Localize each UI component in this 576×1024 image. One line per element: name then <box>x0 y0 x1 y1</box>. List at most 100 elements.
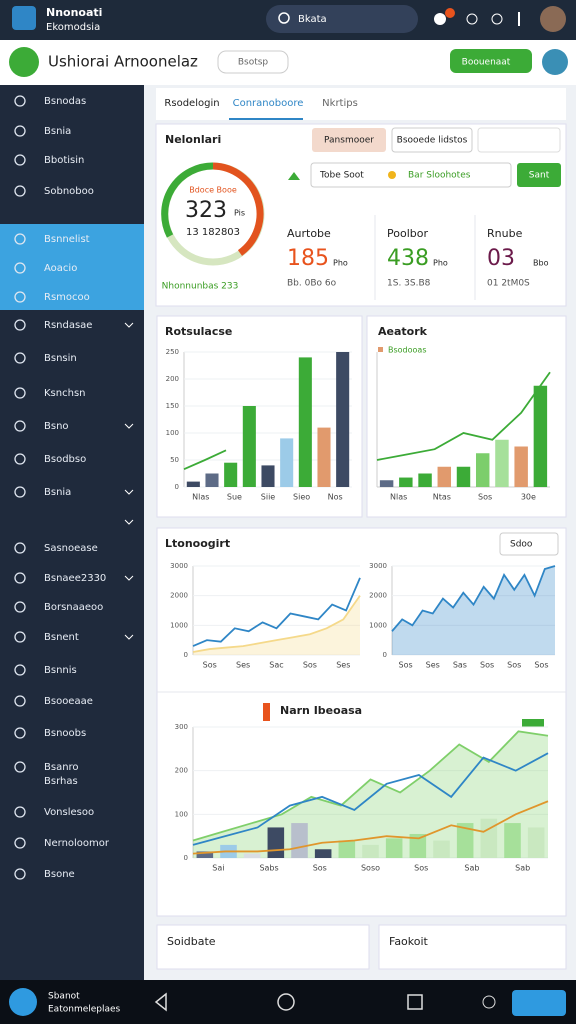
stat-value: 03 <box>487 246 515 271</box>
chevron <box>124 423 134 429</box>
bar <box>186 481 200 487</box>
chevron <box>124 634 134 640</box>
notification-icon[interactable] <box>434 13 446 25</box>
y-tick-label: 150 <box>166 402 179 410</box>
bar <box>267 827 285 858</box>
primary-button[interactable] <box>450 49 532 73</box>
line <box>391 565 556 632</box>
x-tick-label: Ses <box>426 661 440 670</box>
sidebar: Bsnodas Bsnia Bbotisin Sobnoboo Bsnnelist Aoa… <box>0 85 144 980</box>
search-box[interactable] <box>266 5 418 33</box>
bar <box>242 406 256 487</box>
nav-home[interactable] <box>277 993 295 1011</box>
x-tick-label: Ntas <box>433 493 451 502</box>
sidebar-icon <box>14 806 26 818</box>
bar <box>533 385 548 487</box>
bar <box>433 840 450 858</box>
y-tick-label: 0 <box>184 854 188 862</box>
sidebar-icon <box>14 291 26 303</box>
sidebar-item: Bsrhas <box>44 776 78 787</box>
sidebar-item: Bbotisin <box>44 155 84 166</box>
nav-back[interactable] <box>154 992 167 1012</box>
header-button[interactable] <box>217 50 289 74</box>
bottom-card[interactable] <box>378 924 567 970</box>
button-text: Bsooede lidstos <box>397 136 468 146</box>
sidebar-item: Bsnoobs <box>44 728 86 739</box>
x-tick-label: Soso <box>361 864 380 873</box>
sidebar-item: Nernoloomor <box>44 838 110 849</box>
dropdown[interactable] <box>477 127 561 153</box>
stat-unit: Bbo <box>533 259 549 268</box>
sidebar-icon <box>14 664 26 676</box>
x-tick-label: Ses <box>336 661 350 670</box>
x-tick-label: Nlas <box>390 493 407 502</box>
header-button-text: Bsotsp <box>238 58 269 68</box>
icon[interactable] <box>466 13 478 25</box>
y-tick-label: 1000 <box>170 621 188 629</box>
bar <box>409 833 427 858</box>
nav-sub: Eatonmeleplaes <box>48 1005 121 1015</box>
x-tick-label: Sabs <box>259 864 278 873</box>
notification-badge <box>445 8 455 18</box>
sidebar-item: Bsodbso <box>44 454 86 465</box>
avatar[interactable] <box>542 49 568 75</box>
line <box>376 371 551 461</box>
tab[interactable]: Rsodelogin <box>164 98 219 109</box>
sidebar-item: Bsnnelist <box>44 234 90 245</box>
x-tick-label: Sab <box>464 864 479 873</box>
x-tick-label: Sos <box>414 864 428 873</box>
tab[interactable]: Nkrtips <box>322 98 358 109</box>
stat-unit: Pho <box>433 259 448 268</box>
bar <box>379 480 394 487</box>
bottom-card-title: Soidbate <box>167 935 216 948</box>
sidebar-icon <box>14 727 26 739</box>
area <box>193 595 360 655</box>
filter-text: Bar Sloohotes <box>408 171 471 181</box>
bar <box>224 462 238 487</box>
filter-select[interactable] <box>310 162 512 188</box>
y-tick-label: 200 <box>175 767 188 775</box>
nav-icon[interactable] <box>482 995 496 1009</box>
bar <box>456 466 471 487</box>
stat-value: 438 <box>387 246 429 271</box>
sidebar-item: Vonslesoo <box>44 807 94 818</box>
bottom-card[interactable] <box>156 924 370 970</box>
dropdown[interactable] <box>499 532 559 556</box>
x-tick-label: Sab <box>515 864 530 873</box>
button[interactable] <box>391 127 473 153</box>
sidebar-item: Bsnia <box>44 126 71 137</box>
filter-button[interactable] <box>517 163 561 187</box>
app-name: Nnonoati <box>46 6 102 19</box>
nav-button[interactable] <box>512 990 566 1016</box>
button[interactable] <box>312 128 386 152</box>
avatar[interactable] <box>540 6 566 32</box>
x-tick-label: Sai <box>212 864 224 873</box>
gauge-arc <box>212 162 264 256</box>
y-tick-label: 0 <box>383 651 387 659</box>
sidebar-icon <box>14 837 26 849</box>
bar <box>261 465 275 487</box>
x-tick-label: Sos <box>313 864 327 873</box>
chevron <box>124 519 134 525</box>
chart-title: Ltonoogirt <box>165 537 230 550</box>
chart-title: Rotsulacse <box>165 325 232 338</box>
bar <box>475 453 490 487</box>
nav-recent[interactable] <box>407 994 423 1010</box>
sidebar-item: Bsno <box>44 421 69 432</box>
y-tick-label: 300 <box>175 723 188 731</box>
area <box>392 566 555 655</box>
bar <box>418 473 432 487</box>
sidebar-item: Rsndasae <box>44 320 92 331</box>
y-tick-label: 100 <box>175 810 188 818</box>
icon[interactable] <box>491 13 503 25</box>
y-tick-label: 200 <box>166 375 179 383</box>
y-tick-label: 50 <box>170 456 179 464</box>
bar <box>298 357 312 487</box>
y-tick-label: 2000 <box>170 592 188 600</box>
bar <box>314 849 332 858</box>
primary-button-text: Boouenaat <box>462 58 511 68</box>
bar <box>527 827 545 858</box>
gauge-unit: Pis <box>234 209 245 218</box>
sidebar-item: Bsnnis <box>44 665 77 676</box>
tab[interactable]: Conranoboore <box>233 98 304 109</box>
